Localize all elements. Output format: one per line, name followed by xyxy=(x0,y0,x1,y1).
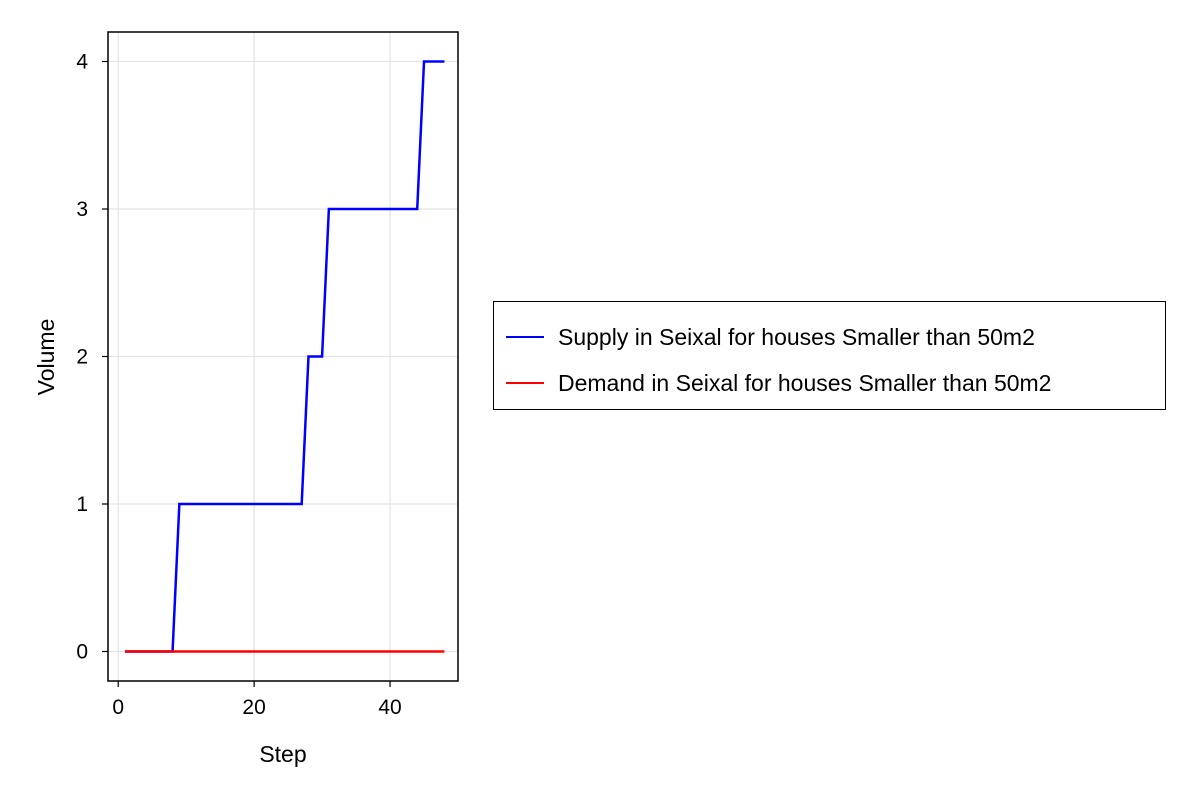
y-tick-label: 1 xyxy=(76,493,88,516)
series-layer xyxy=(124,60,445,653)
legend-item-demand: Demand in Seixal for houses Smaller than… xyxy=(506,368,1051,398)
x-axis-label: Step xyxy=(259,741,306,767)
y-tick-label: 0 xyxy=(76,641,88,664)
legend-label-demand: Demand in Seixal for houses Smaller than… xyxy=(558,369,1052,396)
legend-label-supply: Supply in Seixal for houses Smaller than… xyxy=(558,323,1035,350)
x-tick-label: 40 xyxy=(378,696,401,719)
y-tick-label: 2 xyxy=(76,346,88,369)
legend-item-supply: Supply in Seixal for houses Smaller than… xyxy=(506,322,1035,352)
series-line-0 xyxy=(124,60,445,653)
y-tick-label: 3 xyxy=(76,198,88,221)
y-axis-label: Volume xyxy=(33,319,59,396)
legend-swatch-supply xyxy=(506,336,544,338)
x-tick-label: 0 xyxy=(112,696,124,719)
x-axis: 0 20 40 xyxy=(112,681,402,719)
legend-swatch-demand xyxy=(506,382,544,384)
y-tick-label: 4 xyxy=(76,51,88,74)
legend: Supply in Seixal for houses Smaller than… xyxy=(493,301,1166,410)
x-tick-label: 20 xyxy=(242,696,265,719)
grid-lines xyxy=(108,32,458,681)
y-axis: 0 1 2 3 4 xyxy=(76,51,108,664)
